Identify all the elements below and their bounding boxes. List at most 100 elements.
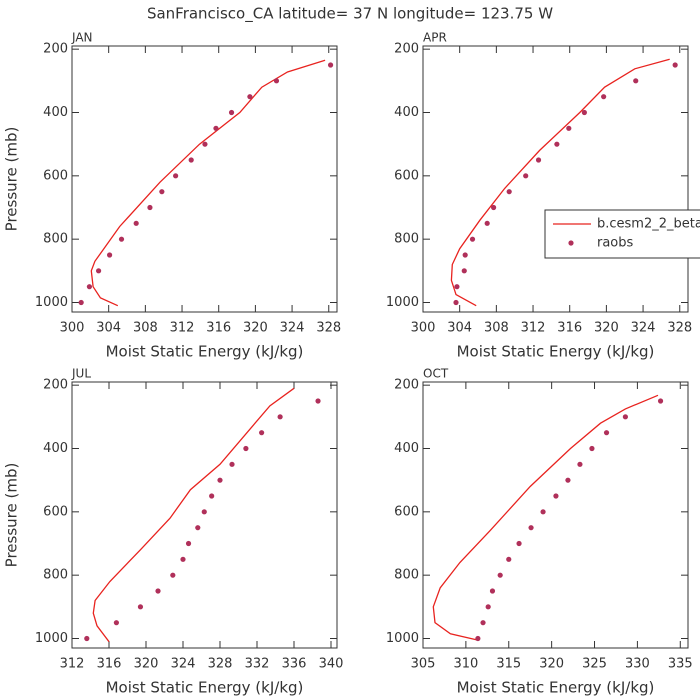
figure-title: SanFrancisco_CA latitude= 37 N longitude… (147, 5, 553, 24)
profile-line (450, 58, 670, 307)
data-point (475, 635, 481, 642)
data-point (217, 477, 223, 483)
data-point (201, 509, 207, 515)
data-point (553, 493, 559, 499)
data-point (672, 62, 678, 68)
y-tick-label: 600 (394, 168, 419, 183)
panel-title: JUL (71, 367, 91, 381)
plot-frame (71, 381, 338, 649)
y-tick-label: 1000 (35, 295, 68, 310)
data-point (454, 284, 460, 290)
data-point (213, 125, 219, 131)
x-tick-label: 335 (668, 657, 693, 672)
legend-marker (568, 240, 574, 246)
data-point (155, 588, 161, 594)
data-point (484, 220, 490, 226)
profile-line (90, 59, 326, 307)
data-point (78, 299, 84, 306)
x-tick-label: 328 (208, 657, 233, 672)
data-point (118, 236, 125, 242)
x-tick-label: 304 (96, 321, 121, 336)
y-tick-label: 1000 (386, 295, 419, 310)
data-point (577, 461, 583, 467)
panel-title: JAN (71, 31, 93, 45)
data-point (528, 525, 534, 531)
plot-frame (422, 381, 689, 649)
data-point (209, 493, 215, 499)
data-point (173, 173, 179, 179)
data-point (95, 268, 102, 274)
y-tick-label: 1000 (386, 631, 419, 646)
data-point (84, 635, 90, 642)
x-tick-label: 316 (557, 321, 582, 336)
data-point (523, 173, 529, 179)
data-point (147, 204, 153, 211)
data-point (106, 252, 113, 258)
x-tick-label: 308 (133, 321, 158, 336)
y-tick-label: 1000 (35, 631, 68, 646)
x-tick-label: 328 (316, 321, 341, 336)
x-tick-label: 336 (282, 657, 307, 672)
data-point (113, 620, 119, 626)
x-tick-label: 340 (319, 657, 344, 672)
data-point (185, 540, 192, 547)
data-point (480, 620, 486, 626)
x-tick-label: 316 (97, 657, 122, 672)
data-point (259, 430, 265, 436)
x-tick-label: 312 (521, 321, 546, 336)
y-tick-label: 800 (394, 232, 419, 247)
y-tick-label: 200 (43, 42, 68, 57)
x-tick-label: 312 (170, 321, 195, 336)
x-tick-label: 324 (280, 321, 305, 336)
x-axis-label: Moist Static Energy (kJ/kg) (106, 343, 304, 361)
panel-title: OCT (423, 367, 449, 381)
x-tick-label: 332 (245, 657, 270, 672)
data-point (202, 141, 208, 147)
data-point (540, 509, 546, 515)
x-tick-label: 320 (134, 657, 159, 672)
data-point (497, 572, 503, 578)
data-point (581, 109, 587, 116)
data-point (273, 78, 280, 84)
data-point (657, 398, 664, 404)
data-point (485, 604, 491, 610)
legend-box (544, 209, 700, 259)
x-tick-label: 300 (60, 321, 85, 336)
data-point (277, 414, 283, 420)
data-point (133, 220, 139, 226)
data-point (603, 430, 610, 436)
data-point (565, 477, 571, 483)
x-tick-label: 304 (447, 321, 472, 336)
y-axis-label: Pressure (mb) (3, 463, 21, 568)
y-tick-label: 800 (43, 568, 68, 583)
data-point (315, 398, 321, 404)
y-tick-label: 200 (43, 378, 68, 393)
data-point (589, 445, 595, 452)
legend-label: b.cesm2_2_beta (597, 217, 700, 232)
x-tick-label: 324 (631, 321, 656, 336)
legend-label: raobs (597, 236, 634, 251)
y-tick-label: 800 (394, 568, 419, 583)
data-point (327, 62, 334, 68)
data-point (601, 94, 607, 100)
data-point (535, 157, 542, 163)
y-tick-label: 400 (43, 105, 68, 120)
profile-line (432, 394, 659, 641)
data-point (137, 604, 144, 610)
data-point (180, 556, 186, 562)
x-axis-label: Moist Static Energy (kJ/kg) (457, 343, 655, 361)
x-tick-label: 300 (411, 321, 436, 336)
x-tick-label: 320 (243, 321, 268, 336)
x-tick-label: 320 (594, 321, 619, 336)
panel-title: APR (423, 31, 447, 45)
y-tick-label: 400 (394, 105, 419, 120)
data-point (633, 78, 639, 84)
data-point (159, 189, 165, 195)
x-tick-label: 312 (60, 657, 85, 672)
data-point (506, 556, 512, 562)
x-tick-label: 308 (484, 321, 509, 336)
y-tick-label: 400 (43, 441, 68, 456)
y-tick-label: 200 (394, 42, 419, 57)
y-tick-label: 400 (394, 441, 419, 456)
